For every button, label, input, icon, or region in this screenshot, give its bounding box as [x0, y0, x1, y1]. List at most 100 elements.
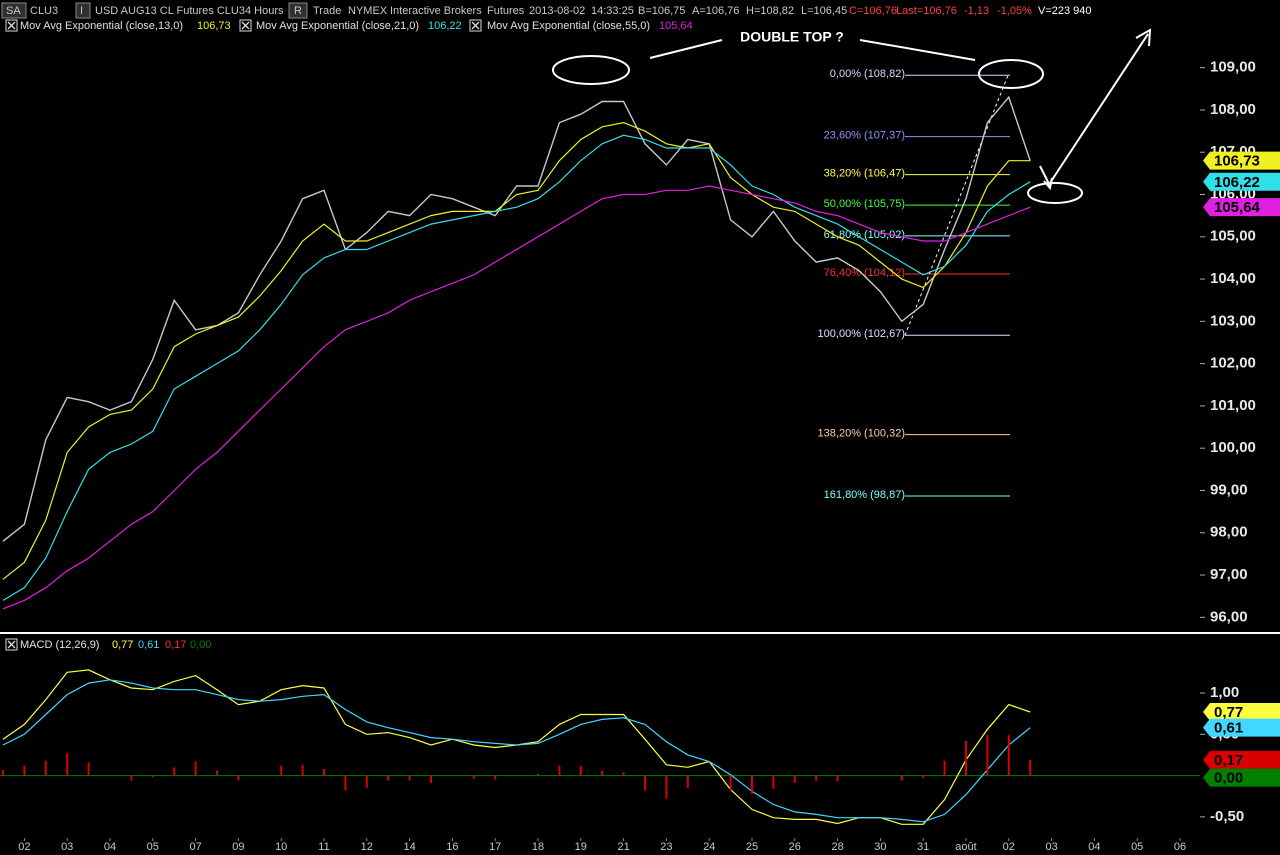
drawings	[552, 28, 1152, 204]
y-tick-label: 96,00	[1210, 608, 1248, 625]
histogram-bar	[151, 775, 154, 778]
last-value-badge	[1203, 718, 1280, 737]
last-value-badge	[1203, 750, 1280, 769]
x-tick-label: 21	[617, 841, 629, 853]
x-tick-label: 12	[361, 841, 373, 853]
checkbox-x	[241, 21, 250, 30]
histogram-bar	[23, 765, 26, 776]
x-tick-label: 02	[1003, 841, 1015, 853]
x-tick-label: 17	[489, 841, 501, 853]
fib-label: 38,20% (106,47)	[824, 168, 905, 180]
legend-value: 105,64	[659, 20, 693, 32]
toolbar-text: USD AUG13 CL Futures CLU3	[95, 5, 245, 17]
fib-label: 161,80% (98,87)	[824, 489, 905, 501]
toolbar-text: 14:33:25	[591, 5, 634, 17]
fib-label: 0,00% (108,82)	[830, 68, 905, 80]
histogram-bar	[237, 775, 240, 781]
legend-name: Mov Avg Exponential (close,13,0)	[20, 20, 183, 32]
toolbar-text: Interactive Brokers	[390, 5, 482, 17]
checkbox-x	[7, 21, 16, 30]
toolbar-text: 2013-08-02	[529, 5, 585, 17]
arrow-head	[1135, 28, 1152, 47]
last-value-label: 0,00	[1214, 770, 1243, 787]
fib-label: 76,40% (104,12)	[824, 267, 905, 279]
x-tick-label: août	[955, 841, 976, 853]
series-line	[2, 121, 1031, 580]
ellipse	[1027, 182, 1083, 204]
last-value-label: 0,61	[1214, 720, 1243, 737]
histogram-bar	[408, 775, 411, 781]
last-value-badge	[1203, 151, 1280, 170]
histogram-bar	[323, 768, 325, 776]
histogram-bar	[686, 775, 689, 788]
histogram-bar	[2, 769, 4, 776]
last-value-label: 0,77	[1214, 704, 1243, 721]
fib-label: 50,00% (105,75)	[824, 198, 905, 210]
toolbar-text: -1,05%	[997, 5, 1032, 17]
data-type-button[interactable]	[288, 2, 308, 19]
x-tick-label: 30	[874, 841, 886, 853]
legend-value: 0,00	[190, 639, 211, 651]
y-tick-label: 98,00	[1210, 524, 1248, 541]
histogram-bar	[130, 775, 133, 781]
y-tick-label: 103,00	[1210, 312, 1256, 329]
checkbox-x	[471, 21, 480, 30]
last-value-label: 105,64	[1214, 199, 1261, 216]
x-tick-label: 10	[275, 841, 287, 853]
histogram-bar	[579, 765, 582, 776]
pointer-line	[649, 39, 723, 59]
histogram-bar	[216, 770, 218, 776]
x-tick-label: 11	[318, 841, 329, 853]
histogram-bar	[815, 775, 818, 781]
histogram-bar	[943, 760, 946, 776]
interval-button[interactable]	[75, 2, 91, 19]
histogram-bar	[173, 767, 176, 776]
histogram-bar	[986, 735, 989, 776]
series-line	[2, 134, 1031, 601]
toolbar-text: L=106,45	[801, 5, 847, 17]
x-tick-label: 16	[446, 841, 458, 853]
histogram-bar	[472, 775, 475, 779]
histogram-bar	[601, 770, 604, 776]
last-value-label: 106,73	[1214, 153, 1260, 170]
fib-label: 23,60% (107,37)	[824, 129, 905, 141]
toolbar-text: NYMEX	[348, 5, 388, 17]
x-tick-label: 31	[917, 841, 929, 853]
x-tick-label: 19	[575, 841, 587, 853]
pointer-line	[859, 39, 976, 61]
toolbar-text: -1,13	[964, 5, 989, 17]
symbol-button[interactable]	[1, 2, 27, 19]
legend-name: Mov Avg Exponential (close,21,0)	[256, 20, 419, 32]
arrow	[1047, 33, 1149, 187]
y-tick-label: 104,00	[1210, 270, 1256, 287]
x-tick-label: 09	[232, 841, 244, 853]
histogram-bar	[44, 760, 47, 776]
legend-value: 0,17	[165, 639, 186, 651]
legend-value: 106,22	[428, 20, 462, 32]
histogram-bar	[387, 775, 390, 781]
histogram-bar	[194, 761, 197, 776]
x-tick-label: 26	[789, 841, 801, 853]
x-tick-label: 18	[532, 841, 544, 853]
histogram-bar	[537, 773, 539, 776]
x-tick-label: 28	[831, 841, 843, 853]
last-value-badge	[1203, 198, 1280, 217]
y-tick-label: 102,00	[1210, 355, 1256, 372]
histogram-bar	[922, 775, 925, 779]
x-tick-label: 05	[147, 841, 159, 853]
toolbar-text: V=223 940	[1038, 5, 1092, 17]
y-tick-label: 1,00	[1210, 684, 1239, 701]
panel-title: MACD (12,26,9)	[20, 639, 99, 651]
y-tick-label: -0,50	[1210, 808, 1244, 825]
y-tick-label: 97,00	[1210, 566, 1248, 583]
last-value-badge	[1203, 702, 1280, 721]
fib-label: 61,80% (105,02)	[824, 229, 905, 241]
histogram-bar	[836, 775, 839, 782]
arrow	[1039, 165, 1051, 187]
x-tick-label: 04	[1088, 841, 1100, 853]
arrow-head	[1043, 177, 1053, 191]
toolbar-text: CLU3	[30, 5, 58, 17]
